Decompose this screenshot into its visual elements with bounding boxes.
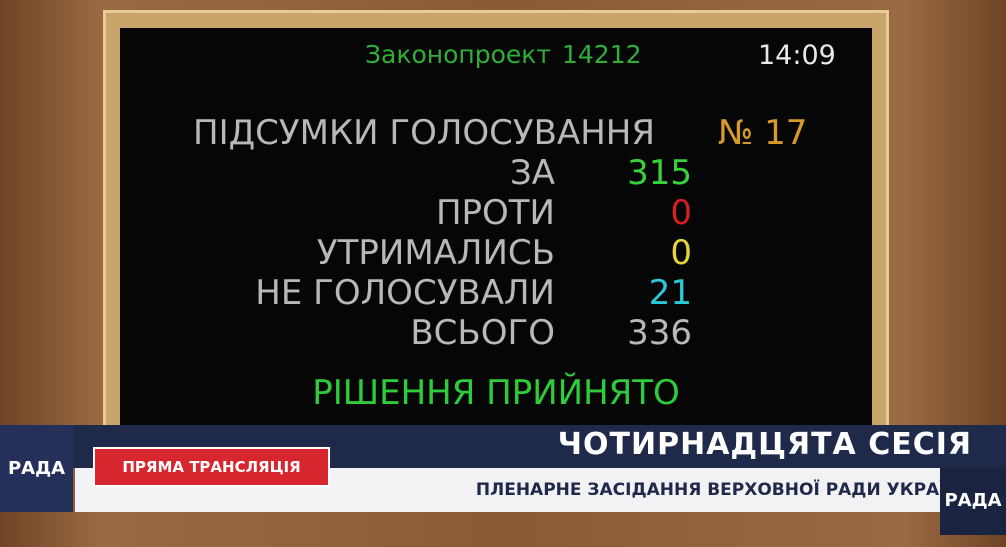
time: 14:09	[758, 40, 836, 71]
live-badge: ПРЯМА ТРАНСЛЯЦІЯ	[93, 447, 330, 487]
row-label: ПРОТИ	[435, 193, 555, 233]
row-value: 21	[648, 273, 692, 313]
decision: РІШЕННЯ ПРИЙНЯТО	[312, 373, 680, 413]
row-label: ВСЬОГО	[410, 313, 555, 353]
bill-number: 14212	[562, 40, 642, 69]
vote-number: № 17	[718, 113, 808, 153]
row-value: 0	[670, 233, 692, 273]
bill-label: Законопроект	[365, 40, 551, 69]
subtitle: ПЛЕНАРНЕ ЗАСІДАННЯ ВЕРХОВНОЇ РАДИ УКРАЇН…	[475, 480, 974, 500]
right-logo: РАДА	[940, 467, 1006, 535]
row-label: УТРИМАЛИСЬ	[316, 233, 555, 273]
session: ЧОТИРНАДЦЯТА СЕСІЯ	[557, 427, 972, 462]
row-label: НЕ ГОЛОСУВАЛИ	[255, 273, 555, 313]
board-screen	[120, 28, 872, 448]
row-value: 336	[627, 313, 692, 353]
row-value: 315	[627, 153, 692, 193]
heading: ПІДСУМКИ ГОЛОСУВАННЯ	[193, 113, 655, 153]
left-logo: РАДА	[0, 425, 73, 512]
row-value: 0	[670, 193, 692, 233]
row-label: ЗА	[509, 153, 555, 193]
